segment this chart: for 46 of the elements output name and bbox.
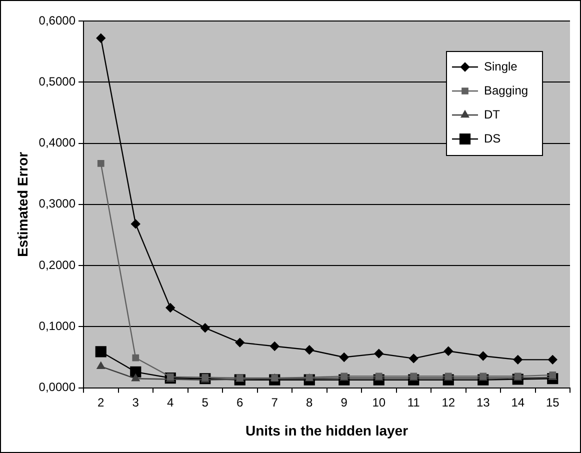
x-tick-label: 3 — [132, 395, 140, 410]
y-axis-title: Estimated Error — [14, 151, 30, 257]
y-tick-label: 0,1000 — [38, 318, 76, 333]
point — [132, 354, 140, 362]
point — [131, 219, 140, 229]
point — [444, 346, 453, 356]
point — [166, 303, 175, 312]
x-axis-title: Units in the hidden layer — [245, 422, 409, 438]
y-tick-label: 0,0000 — [38, 380, 76, 394]
point — [132, 374, 140, 382]
x-tick-label: 5 — [202, 395, 209, 410]
point — [95, 346, 106, 358]
point — [270, 342, 280, 351]
point — [548, 355, 558, 364]
y-tick-label: 0,4000 — [38, 136, 76, 150]
legend-label: DS — [484, 131, 501, 146]
y-tick-label: 0,2000 — [38, 258, 76, 272]
x-tick-label: 8 — [306, 395, 314, 410]
point — [96, 362, 105, 370]
legend-label: Single — [484, 59, 518, 74]
x-tick-label: 15 — [546, 395, 560, 410]
point — [235, 338, 244, 348]
point — [478, 351, 488, 361]
x-tick-label: 11 — [407, 395, 420, 410]
legend-label: DT — [484, 107, 501, 122]
point — [340, 352, 349, 362]
point — [409, 354, 418, 364]
x-tick-label: 14 — [511, 395, 525, 410]
x-tick-label: 12 — [442, 395, 456, 410]
y-tick-label: 0,6000 — [38, 13, 76, 28]
y-tick-label: 0,3000 — [38, 196, 76, 211]
point — [97, 160, 104, 167]
x-tick-label: 9 — [340, 395, 348, 410]
point — [200, 323, 210, 332]
x-tick-label: 10 — [372, 395, 386, 410]
legend-label: Bagging — [484, 83, 528, 98]
x-tick-label: 2 — [98, 395, 105, 410]
y-tick-label: 0,5000 — [38, 74, 76, 88]
point — [96, 34, 106, 43]
x-tick-label: 6 — [236, 395, 244, 410]
point — [304, 345, 314, 354]
point — [374, 348, 384, 358]
x-tick-label: 7 — [271, 395, 278, 410]
x-tick-label: 13 — [476, 395, 490, 410]
point — [513, 355, 522, 364]
x-tick-label: 4 — [167, 395, 174, 410]
